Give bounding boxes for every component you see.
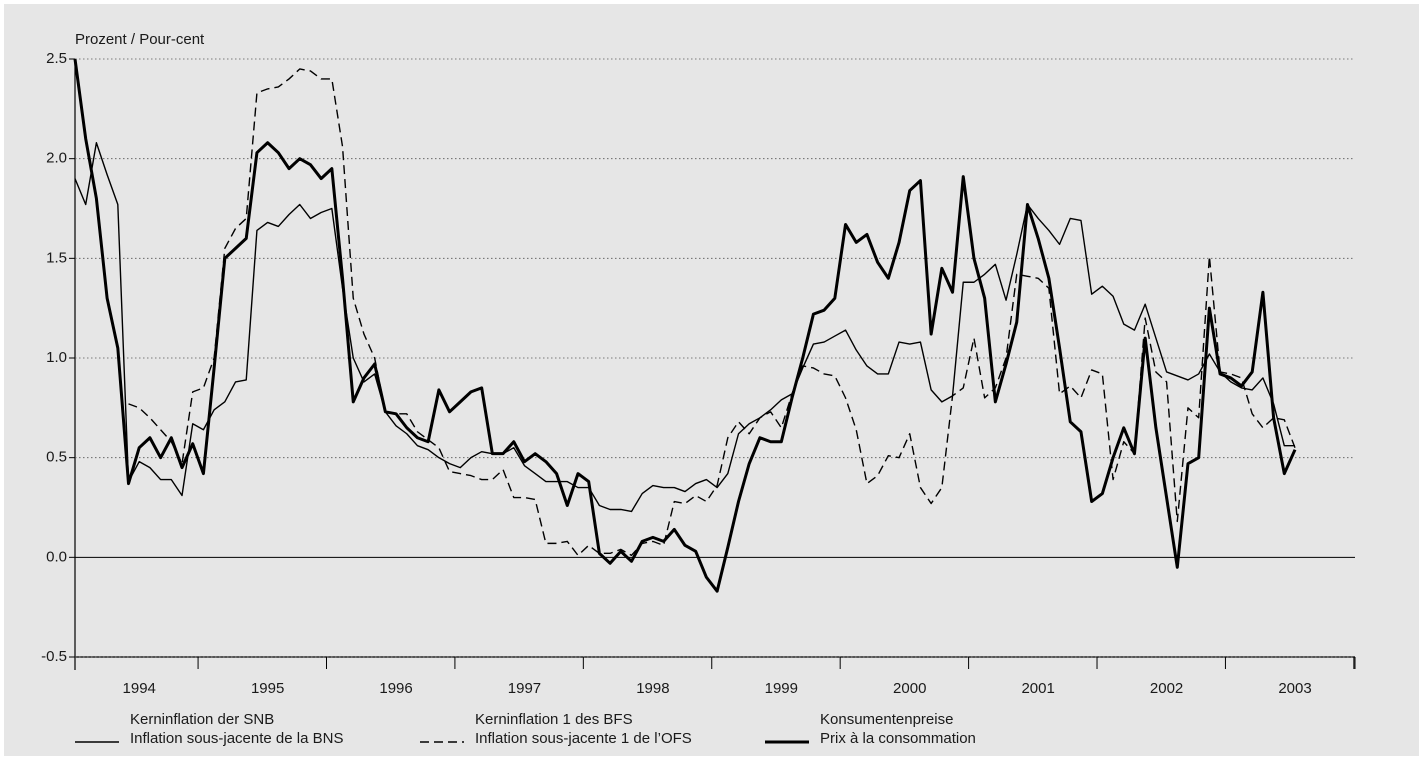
y-tick-label: 1.5 [46, 249, 67, 266]
y-tick-label: 0.5 [46, 449, 67, 466]
series-line [128, 68, 1296, 557]
x-tick-label: 2002 [1150, 680, 1183, 697]
y-tick-label: 0.0 [46, 548, 67, 565]
legend-label: Kerninflation der SNB [130, 711, 274, 728]
x-tick-label: 1995 [251, 680, 284, 697]
x-tick-label: 2001 [1021, 680, 1054, 697]
legend-label: Inflation sous-jacente de la BNS [130, 730, 343, 747]
legend-label: Prix à la consommation [820, 730, 976, 747]
legend-label: Kerninflation 1 des BFS [475, 711, 633, 728]
x-tick-label: 1998 [636, 680, 669, 697]
y-tick-label: 1.0 [46, 349, 67, 366]
legend-label: Inflation sous-jacente 1 de l’OFS [475, 730, 692, 747]
x-tick-label: 2003 [1278, 680, 1311, 697]
y-axis-label: Prozent / Pour-cent [75, 31, 205, 48]
series-line [74, 142, 1295, 513]
x-tick-label: 2000 [893, 680, 926, 697]
series-line [73, 58, 1297, 593]
legend-label: Konsumentenpreise [820, 711, 953, 728]
x-tick-label: 1999 [765, 680, 798, 697]
y-tick-label: -0.5 [41, 648, 67, 665]
background [4, 4, 1419, 756]
y-tick-label: 2.5 [46, 50, 67, 67]
x-tick-label: 1997 [508, 680, 541, 697]
x-tick-label: 1996 [379, 680, 412, 697]
y-tick-label: 2.0 [46, 150, 67, 167]
x-tick-label: 1994 [123, 680, 156, 697]
